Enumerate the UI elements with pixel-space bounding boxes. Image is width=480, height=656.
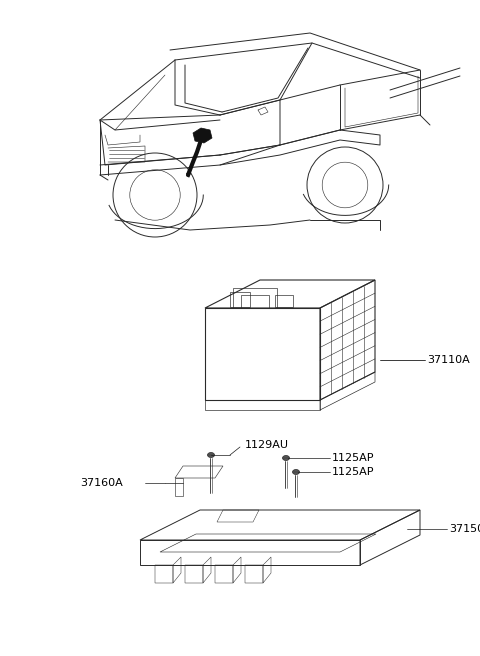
- Polygon shape: [186, 173, 191, 178]
- Text: 37110A: 37110A: [427, 355, 470, 365]
- Ellipse shape: [283, 455, 289, 461]
- Text: 37150: 37150: [449, 524, 480, 534]
- Polygon shape: [193, 128, 212, 143]
- Text: 1129AU: 1129AU: [245, 440, 289, 450]
- Ellipse shape: [207, 453, 215, 457]
- Text: 1125AP: 1125AP: [332, 467, 374, 477]
- Ellipse shape: [292, 470, 300, 474]
- Text: 1125AP: 1125AP: [332, 453, 374, 463]
- Text: 37160A: 37160A: [80, 478, 123, 488]
